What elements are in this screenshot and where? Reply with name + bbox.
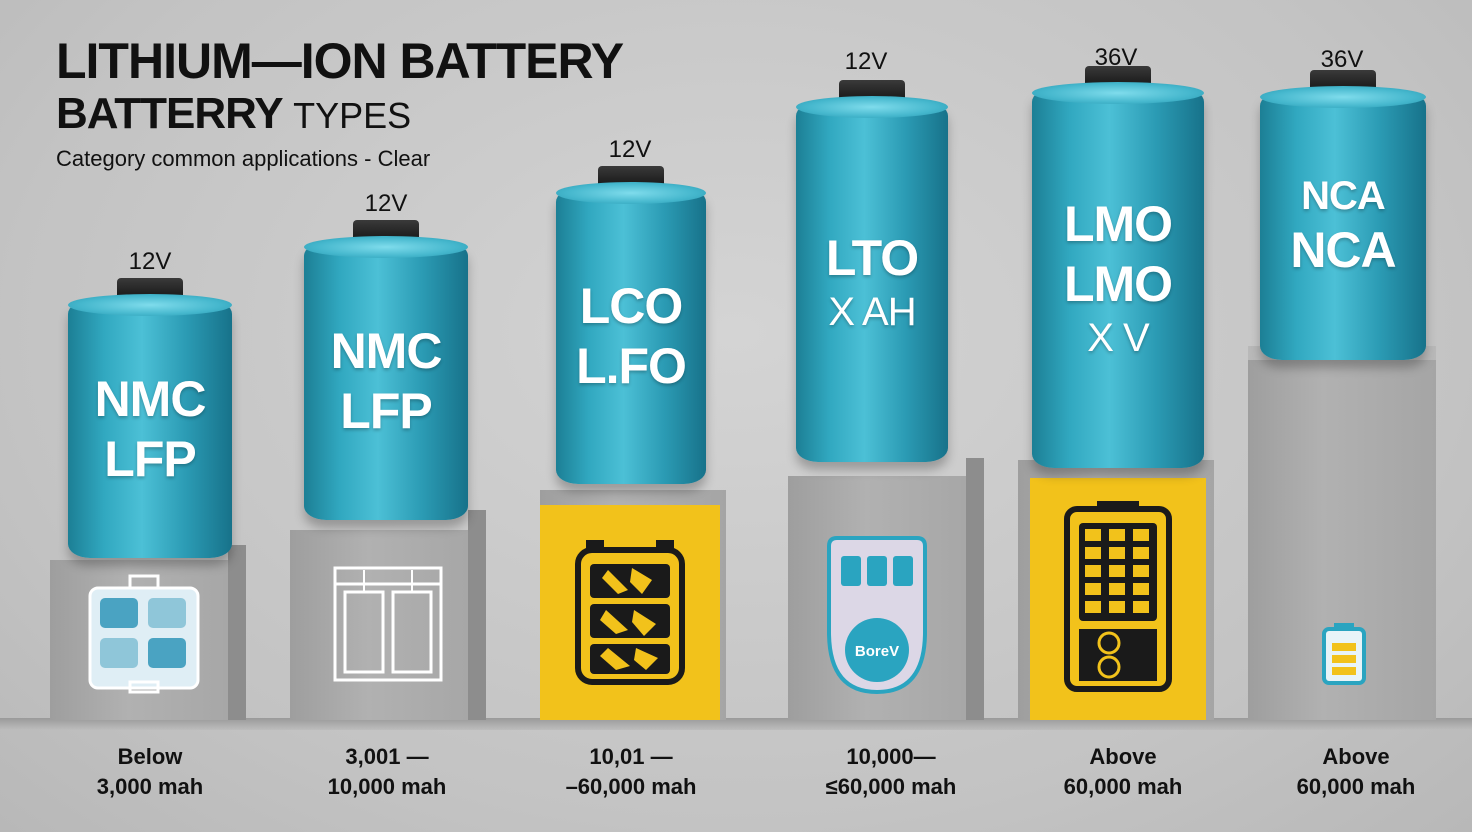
icon-panel <box>540 505 720 720</box>
capacity-line: ≤60,000 mah <box>825 773 957 799</box>
voltage-label: 36V <box>1320 46 1364 73</box>
pedestal-side <box>966 458 984 720</box>
capacity-label: Above 60,000 mah <box>1008 742 1238 801</box>
battery-cell: NMC LFP <box>304 220 468 520</box>
capacity-line: 10,01 — <box>589 744 673 769</box>
capacity-line: 60,000 mah <box>1296 773 1416 799</box>
cell-label: LTO <box>825 230 919 286</box>
power-station-icon: BoreV <box>827 536 927 695</box>
cell-top <box>304 236 468 258</box>
cell-label: X AH <box>828 290 916 334</box>
subtitle: Category common applications - Clear <box>56 146 431 171</box>
cell-top <box>796 96 948 118</box>
battery-cell: LMO LMO X V <box>1032 66 1204 468</box>
battery-cell: NCA NCA <box>1260 70 1426 360</box>
pedestal-side <box>468 510 486 720</box>
battery-cell: NMC LFP <box>68 278 232 558</box>
pedestal-side <box>228 545 246 720</box>
ev-battery-icon <box>1064 501 1172 692</box>
cell-label: L.FO <box>576 338 687 394</box>
pedestal <box>290 530 486 720</box>
cell-label: NCA <box>1301 174 1386 218</box>
battery-rack-icon <box>333 566 443 682</box>
page-title: LITHIUM—ION BATTERY BATTERRY TYPES <box>56 33 624 136</box>
capacity-line: 10,000— <box>846 744 936 769</box>
cell-label: LMO <box>1063 196 1173 252</box>
capacity-line: 3,001 — <box>345 744 429 769</box>
capacity-label: 10,01 — –60,000 mah <box>516 742 746 801</box>
icon-panel: BoreV <box>812 530 942 700</box>
cell-label: LMO <box>1063 256 1173 312</box>
cell-top <box>1032 82 1204 104</box>
icon-panel <box>1030 478 1206 720</box>
title-line-2-thin: TYPES <box>293 95 412 136</box>
battery-pack-icon <box>88 574 200 694</box>
floor <box>0 718 1472 730</box>
title-line-1: LITHIUM—ION BATTERY <box>56 33 624 89</box>
cell-label: NCA <box>1290 222 1396 278</box>
icon-panel <box>1316 620 1372 686</box>
cell-label: NMC <box>330 323 443 379</box>
icon-text: BoreV <box>855 643 899 660</box>
title-line-2: BATTERRY TYPES <box>56 92 623 136</box>
capacity-line: Above <box>1322 744 1390 769</box>
cell-label: LFP <box>340 383 432 439</box>
voltage-label: 12V <box>128 248 172 275</box>
voltage-label: 36V <box>1094 44 1138 71</box>
voltage-label: 12V <box>844 48 888 75</box>
cell-top <box>1260 86 1426 108</box>
capacity-line: Below <box>117 744 183 769</box>
battery-cell: LTO X AH <box>796 80 948 462</box>
capacity-line: –60,000 mah <box>565 773 697 799</box>
battery-cell: LCO L.FO <box>556 166 706 484</box>
icon-panel <box>82 572 206 696</box>
cell-label: LFP <box>104 431 196 487</box>
cell-top <box>556 182 706 204</box>
cell-label: X V <box>1087 316 1149 360</box>
capacity-label: 3,001 — 10,000 mah <box>272 742 502 801</box>
capacity-line: Above <box>1089 744 1157 769</box>
capacity-label: Below 3,000 mah <box>35 742 265 801</box>
capacity-line: 3,000 mah <box>96 773 204 799</box>
capacity-label: Above 60,000 mah <box>1241 742 1471 801</box>
cell-label: NMC <box>94 371 207 427</box>
cell-label: LCO <box>579 278 684 334</box>
icon-panel <box>326 560 450 690</box>
capacity-label: 10,000— ≤60,000 mah <box>776 742 1006 801</box>
small-battery-icon <box>1322 623 1366 685</box>
voltage-label: 12V <box>364 190 408 217</box>
capacity-line: 60,000 mah <box>1063 773 1183 799</box>
capacity-line: 10,000 mah <box>327 773 447 799</box>
title-line-2-bold: BATTERRY <box>56 89 283 138</box>
voltage-label: 12V <box>608 136 652 163</box>
tool-battery-icon <box>575 539 685 685</box>
cell-top <box>68 294 232 316</box>
